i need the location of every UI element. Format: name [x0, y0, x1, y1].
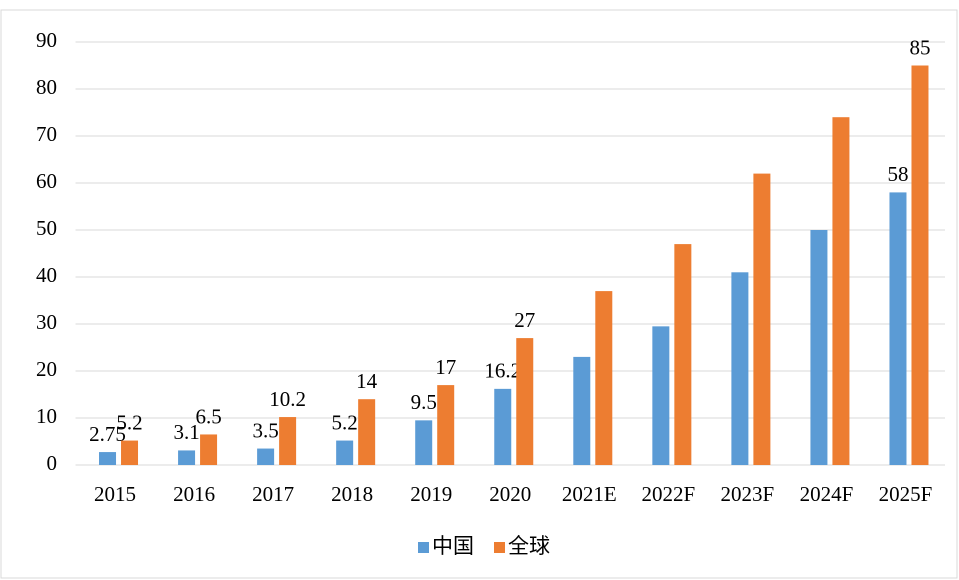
data-label: 3.1 — [173, 420, 199, 444]
bar — [573, 356, 591, 465]
x-tick-label: 2022F — [641, 482, 695, 506]
data-label: 3.5 — [252, 418, 278, 442]
x-tick-label: 2015 — [94, 482, 136, 506]
bar — [121, 440, 139, 465]
chart-border — [0, 9, 958, 579]
data-label: 17 — [435, 355, 456, 379]
x-tick-label: 2017 — [252, 482, 294, 506]
bar — [731, 272, 749, 465]
y-tick-label: 50 — [36, 216, 57, 240]
x-tick-label: 2023F — [721, 482, 775, 506]
x-tick-label: 2021E — [562, 482, 617, 506]
y-tick-label: 40 — [36, 263, 57, 287]
legend-label: 中国 — [432, 534, 474, 558]
y-tick-label: 30 — [36, 310, 57, 334]
bar — [437, 385, 455, 465]
data-label: 85 — [909, 35, 930, 59]
data-label: 5.2 — [332, 410, 358, 434]
bar — [415, 420, 433, 465]
x-tick-label: 2024F — [800, 482, 854, 506]
y-tick-label: 20 — [36, 357, 57, 381]
data-label: 10.2 — [269, 387, 306, 411]
data-label: 5.2 — [116, 410, 142, 434]
legend-swatch — [494, 542, 505, 553]
x-tick-label: 2019 — [410, 482, 452, 506]
data-label: 6.5 — [195, 404, 221, 428]
bar — [358, 399, 376, 465]
bar — [652, 326, 670, 465]
y-tick-label: 60 — [36, 169, 57, 193]
data-label: 14 — [356, 369, 378, 393]
bar — [889, 192, 907, 465]
y-tick-label: 0 — [47, 451, 58, 475]
bar — [257, 448, 275, 465]
bar — [200, 434, 218, 465]
y-tick-label: 90 — [36, 28, 57, 52]
bar — [336, 440, 354, 465]
bar — [494, 388, 512, 465]
y-tick-label: 10 — [36, 404, 57, 428]
bar — [279, 417, 297, 465]
bar — [810, 230, 828, 465]
bar — [832, 117, 850, 465]
bar — [516, 338, 534, 465]
y-tick-label: 80 — [36, 75, 57, 99]
bar — [753, 173, 771, 465]
x-tick-label: 2020 — [489, 482, 531, 506]
bar — [911, 65, 929, 465]
data-label: 58 — [887, 162, 908, 186]
data-label: 16.2 — [484, 359, 521, 383]
x-tick-label: 2018 — [331, 482, 373, 506]
x-tick-label: 2025F — [879, 482, 933, 506]
data-label: 9.5 — [411, 390, 437, 414]
bar — [595, 291, 613, 465]
data-label: 2.75 — [89, 422, 126, 446]
bar — [99, 452, 117, 465]
data-label: 27 — [514, 308, 535, 332]
legend-swatch — [418, 542, 429, 553]
bar — [178, 450, 196, 465]
legend-label: 全球 — [508, 534, 550, 558]
bar — [674, 244, 692, 465]
x-tick-label: 2016 — [173, 482, 215, 506]
y-tick-label: 70 — [36, 122, 57, 146]
